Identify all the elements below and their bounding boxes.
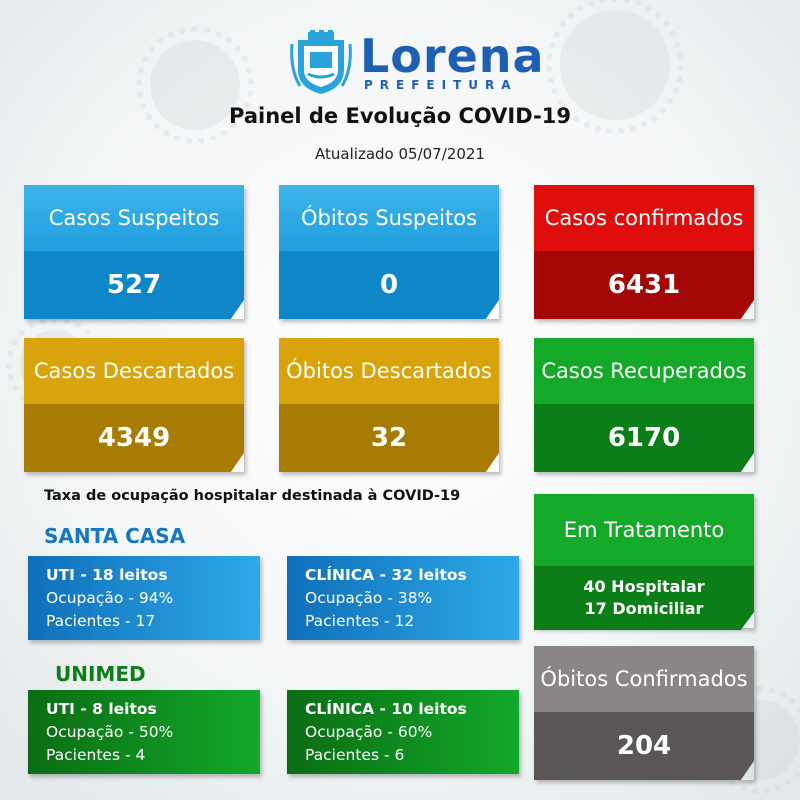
section-unimed: UNIMED	[55, 662, 146, 686]
card-em-tratamento: Em Tratamento 40 Hospitalar 17 Domicilia…	[534, 494, 754, 630]
card-value: 0	[279, 251, 499, 319]
card-label: Casos confirmados	[534, 185, 754, 251]
card-value: 40 Hospitalar 17 Domiciliar	[534, 566, 754, 630]
box-occupancy: Ocupação - 60%	[305, 723, 433, 741]
box-occupancy: Ocupação - 50%	[46, 723, 174, 741]
box-heading: CLÍNICA - 32 leitos	[305, 566, 467, 584]
card-casos-confirmados: Casos confirmados 6431	[534, 185, 754, 319]
box-patients: Pacientes - 17	[46, 612, 156, 630]
box-heading: UTI - 8 leitos	[46, 700, 157, 718]
logo-name: Lorena	[360, 29, 545, 83]
box-patients: Pacientes - 12	[305, 612, 415, 630]
treatment-hospital: 40 Hospitalar	[583, 577, 705, 596]
card-label: Casos Descartados	[24, 338, 244, 404]
box-patients: Pacientes - 6	[305, 746, 405, 764]
card-casos-recuperados: Casos Recuperados 6170	[534, 338, 754, 472]
card-label: Casos Suspeitos	[24, 185, 244, 251]
card-casos-descartados: Casos Descartados 4349	[24, 338, 244, 472]
card-value: 6431	[534, 251, 754, 319]
box-heading: UTI - 18 leitos	[46, 566, 168, 584]
santa-casa-clinica-box: CLÍNICA - 32 leitos Ocupação - 38% Pacie…	[287, 556, 519, 640]
logo-subtitle: PREFEITURA	[364, 78, 518, 92]
card-label: Óbitos Suspeitos	[279, 185, 499, 251]
card-label: Óbitos Confirmados	[534, 646, 754, 712]
box-heading: CLÍNICA - 10 leitos	[305, 700, 467, 718]
page-title: Painel de Evolução COVID-19	[229, 104, 571, 128]
card-casos-suspeitos: Casos Suspeitos 527	[24, 185, 244, 319]
card-obitos-suspeitos: Óbitos Suspeitos 0	[279, 185, 499, 319]
background-virus-decoration	[136, 26, 254, 144]
card-value: 204	[534, 712, 754, 780]
unimed-uti-box: UTI - 8 leitos Ocupação - 50% Pacientes …	[28, 690, 260, 774]
card-value: 4349	[24, 404, 244, 472]
city-crest-icon	[290, 30, 352, 94]
unimed-clinica-box: CLÍNICA - 10 leitos Ocupação - 60% Pacie…	[287, 690, 519, 774]
card-value: 527	[24, 251, 244, 319]
treatment-home: 17 Domiciliar	[584, 599, 704, 618]
occupancy-title: Taxa de ocupação hospitalar destinada à …	[44, 488, 461, 504]
section-santa-casa: SANTA CASA	[44, 524, 186, 548]
card-label: Em Tratamento	[534, 494, 754, 566]
card-value: 6170	[534, 404, 754, 472]
card-label: Óbitos Descartados	[279, 338, 499, 404]
box-occupancy: Ocupação - 94%	[46, 589, 174, 607]
card-obitos-confirmados: Óbitos Confirmados 204	[534, 646, 754, 780]
box-occupancy: Ocupação - 38%	[305, 589, 433, 607]
background-virus-decoration	[546, 0, 684, 134]
prefeitura-logo: Lorena PREFEITURA	[290, 28, 545, 98]
card-value: 32	[279, 404, 499, 472]
card-label: Casos Recuperados	[534, 338, 754, 404]
santa-casa-uti-box: UTI - 18 leitos Ocupação - 94% Pacientes…	[28, 556, 260, 640]
updated-date: Atualizado 05/07/2021	[315, 145, 485, 163]
box-patients: Pacientes - 4	[46, 746, 146, 764]
card-obitos-descartados: Óbitos Descartados 32	[279, 338, 499, 472]
